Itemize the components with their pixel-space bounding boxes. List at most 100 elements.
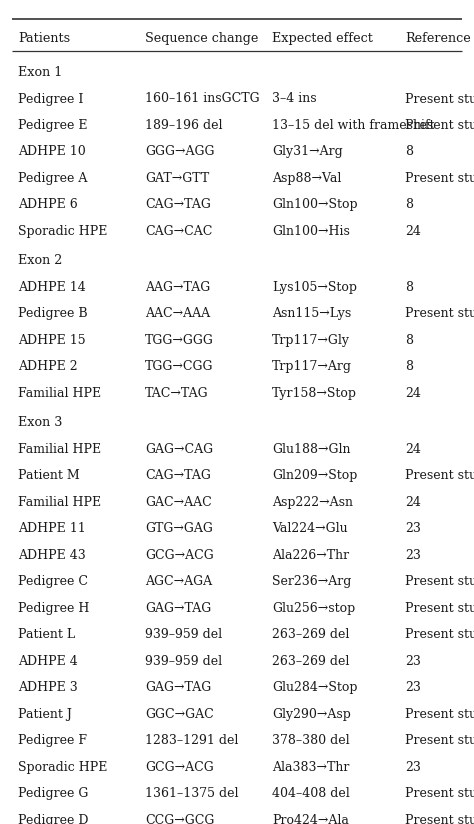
Text: Asp88→Val: Asp88→Val xyxy=(272,172,341,185)
Text: Pedigree H: Pedigree H xyxy=(18,602,90,615)
Text: Expected effect: Expected effect xyxy=(272,32,373,45)
Text: Present study: Present study xyxy=(405,814,474,824)
Text: AAC→AAA: AAC→AAA xyxy=(145,307,210,321)
Text: Ser236→Arg: Ser236→Arg xyxy=(272,575,351,588)
Text: Present study: Present study xyxy=(405,575,474,588)
Text: 23: 23 xyxy=(405,681,421,695)
Text: Exon 3: Exon 3 xyxy=(18,416,63,429)
Text: Sequence change: Sequence change xyxy=(145,32,258,45)
Text: Exon 1: Exon 1 xyxy=(18,66,62,79)
Text: 24: 24 xyxy=(405,496,421,509)
Text: Trp117→Gly: Trp117→Gly xyxy=(272,334,350,347)
Text: 263–269 del: 263–269 del xyxy=(272,629,349,642)
Text: 8: 8 xyxy=(405,334,413,347)
Text: Present study: Present study xyxy=(405,734,474,747)
Text: CCG→GCG: CCG→GCG xyxy=(145,814,214,824)
Text: 263–269 del: 263–269 del xyxy=(272,655,349,668)
Text: AGC→AGA: AGC→AGA xyxy=(145,575,212,588)
Text: Pedigree A: Pedigree A xyxy=(18,172,87,185)
Text: 8: 8 xyxy=(405,199,413,212)
Text: Ala226→Thr: Ala226→Thr xyxy=(272,549,349,562)
Text: Patient M: Patient M xyxy=(18,470,80,483)
Text: 23: 23 xyxy=(405,549,421,562)
Text: 23: 23 xyxy=(405,761,421,774)
Text: Glu256→stop: Glu256→stop xyxy=(272,602,355,615)
Text: 404–408 del: 404–408 del xyxy=(272,788,350,800)
Text: Present study: Present study xyxy=(405,470,474,483)
Text: Pro424→Ala: Pro424→Ala xyxy=(272,814,349,824)
Text: ADHPE 2: ADHPE 2 xyxy=(18,360,78,373)
Text: Sporadic HPE: Sporadic HPE xyxy=(18,225,108,238)
Text: Glu284→Stop: Glu284→Stop xyxy=(272,681,357,695)
Text: Exon 2: Exon 2 xyxy=(18,255,63,268)
Text: 3–4 ins: 3–4 ins xyxy=(272,92,317,105)
Text: 189–196 del: 189–196 del xyxy=(145,119,222,132)
Text: 24: 24 xyxy=(405,225,421,238)
Text: GCG→ACG: GCG→ACG xyxy=(145,549,214,562)
Text: Present study: Present study xyxy=(405,602,474,615)
Text: ADHPE 14: ADHPE 14 xyxy=(18,281,86,294)
Text: Pedigree C: Pedigree C xyxy=(18,575,88,588)
Text: 23: 23 xyxy=(405,522,421,536)
Text: 13–15 del with frameshift: 13–15 del with frameshift xyxy=(272,119,435,132)
Text: 939–959 del: 939–959 del xyxy=(145,655,222,668)
Text: 24: 24 xyxy=(405,443,421,456)
Text: GAG→TAG: GAG→TAG xyxy=(145,602,211,615)
Text: Familial HPE: Familial HPE xyxy=(18,387,101,400)
Text: GTG→GAG: GTG→GAG xyxy=(145,522,213,536)
Text: GAT→GTT: GAT→GTT xyxy=(145,172,209,185)
Text: Sporadic HPE: Sporadic HPE xyxy=(18,761,108,774)
Text: CAG→CAC: CAG→CAC xyxy=(145,225,212,238)
Text: ADHPE 15: ADHPE 15 xyxy=(18,334,86,347)
Text: Ala383→Thr: Ala383→Thr xyxy=(272,761,349,774)
Text: ADHPE 10: ADHPE 10 xyxy=(18,146,86,158)
Text: TAC→TAG: TAC→TAG xyxy=(145,387,209,400)
Text: Patient L: Patient L xyxy=(18,629,75,642)
Text: 23: 23 xyxy=(405,655,421,668)
Text: GAG→TAG: GAG→TAG xyxy=(145,681,211,695)
Text: 1361–1375 del: 1361–1375 del xyxy=(145,788,238,800)
Text: ADHPE 11: ADHPE 11 xyxy=(18,522,86,536)
Text: GAG→CAG: GAG→CAG xyxy=(145,443,213,456)
Text: Reference: Reference xyxy=(405,32,471,45)
Text: Gln100→His: Gln100→His xyxy=(272,225,350,238)
Text: GGC→GAC: GGC→GAC xyxy=(145,708,214,721)
Text: 160–161 insGCTG: 160–161 insGCTG xyxy=(145,92,260,105)
Text: Familial HPE: Familial HPE xyxy=(18,443,101,456)
Text: Tyr158→Stop: Tyr158→Stop xyxy=(272,387,357,400)
Text: Present study: Present study xyxy=(405,629,474,642)
Text: ADHPE 6: ADHPE 6 xyxy=(18,199,78,212)
Text: Pedigree D: Pedigree D xyxy=(18,814,89,824)
Text: Present study: Present study xyxy=(405,788,474,800)
Text: GGG→AGG: GGG→AGG xyxy=(145,146,215,158)
Text: ADHPE 4: ADHPE 4 xyxy=(18,655,78,668)
Text: Present study: Present study xyxy=(405,92,474,105)
Text: Gln209→Stop: Gln209→Stop xyxy=(272,470,357,483)
Text: CAG→TAG: CAG→TAG xyxy=(145,470,211,483)
Text: Present study: Present study xyxy=(405,708,474,721)
Text: Present study: Present study xyxy=(405,307,474,321)
Text: Pedigree B: Pedigree B xyxy=(18,307,88,321)
Text: ADHPE 43: ADHPE 43 xyxy=(18,549,86,562)
Text: 8: 8 xyxy=(405,146,413,158)
Text: Pedigree E: Pedigree E xyxy=(18,119,88,132)
Text: 8: 8 xyxy=(405,360,413,373)
Text: Lys105→Stop: Lys105→Stop xyxy=(272,281,357,294)
Text: Patient J: Patient J xyxy=(18,708,72,721)
Text: GAC→AAC: GAC→AAC xyxy=(145,496,212,509)
Text: 378–380 del: 378–380 del xyxy=(272,734,350,747)
Text: Patients: Patients xyxy=(18,32,70,45)
Text: AAG→TAG: AAG→TAG xyxy=(145,281,210,294)
Text: 939–959 del: 939–959 del xyxy=(145,629,222,642)
Text: Pedigree F: Pedigree F xyxy=(18,734,87,747)
Text: Gln100→Stop: Gln100→Stop xyxy=(272,199,357,212)
Text: Present study: Present study xyxy=(405,172,474,185)
Text: TGG→GGG: TGG→GGG xyxy=(145,334,214,347)
Text: ADHPE 3: ADHPE 3 xyxy=(18,681,78,695)
Text: Pedigree I: Pedigree I xyxy=(18,92,83,105)
Text: Val224→Glu: Val224→Glu xyxy=(272,522,347,536)
Text: Present study: Present study xyxy=(405,119,474,132)
Text: 1283–1291 del: 1283–1291 del xyxy=(145,734,238,747)
Text: Asp222→Asn: Asp222→Asn xyxy=(272,496,353,509)
Text: CAG→TAG: CAG→TAG xyxy=(145,199,211,212)
